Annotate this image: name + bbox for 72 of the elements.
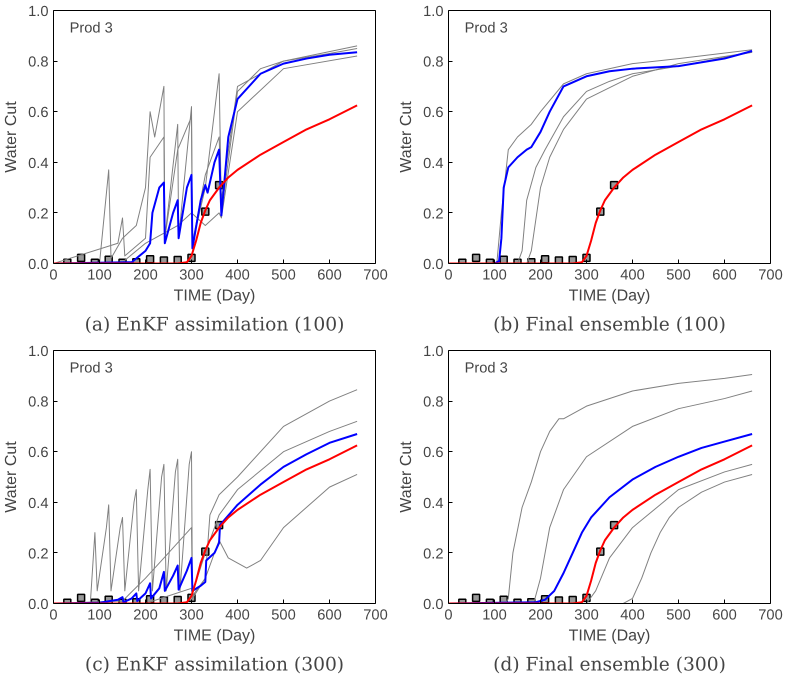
x-axis-title: TIME (Day)	[568, 288, 650, 304]
x-tick-label: 600	[712, 268, 737, 284]
x-tick-label: 500	[666, 608, 691, 624]
y-axis-title: Water Cut	[398, 440, 416, 513]
y-tick-label: 1.0	[423, 4, 444, 20]
y-tick-label: 0.6	[28, 445, 48, 462]
x-tick-label: 600	[317, 608, 342, 624]
y-axis-title: Water Cut	[3, 440, 20, 513]
x-tick-label: 100	[87, 268, 112, 284]
y-tick-label: 0.4	[28, 496, 48, 512]
x-tick-label: 500	[666, 268, 691, 284]
x-tick-label: 200	[528, 608, 553, 624]
y-tick-label: 0.0	[423, 597, 444, 613]
x-tick-label: 400	[225, 608, 250, 624]
x-tick-label: 500	[271, 608, 296, 624]
x-axis-title: TIME (Day)	[174, 288, 256, 304]
y-tick-label: 0.6	[423, 105, 444, 122]
y-tick-label: 0.4	[423, 496, 444, 512]
x-tick-label: 400	[620, 608, 645, 624]
text: Prod 3	[70, 20, 113, 37]
y-tick-label: 0.2	[423, 206, 444, 222]
y-tick-label: 0.2	[28, 206, 48, 222]
text: Prod 3	[70, 360, 113, 377]
x-tick-label: 600	[712, 608, 737, 624]
x-tick-label: 0	[49, 608, 58, 624]
x-tick-label: 300	[179, 268, 204, 284]
x-tick-label: 200	[133, 608, 158, 624]
x-tick-label: 600	[317, 268, 342, 284]
y-axis-title: Water Cut	[398, 100, 416, 173]
x-tick-label: 0	[49, 268, 58, 284]
x-axis-title: TIME (Day)	[174, 628, 256, 644]
x-tick-label: 700	[758, 268, 783, 284]
y-tick-label: 0.2	[28, 546, 48, 562]
y-tick-label: 0.6	[423, 445, 444, 462]
y-tick-label: 0.8	[423, 394, 444, 411]
x-tick-label: 100	[482, 268, 507, 284]
text: (d) Final ensemble (300)	[493, 654, 726, 676]
text: Prod 3	[464, 20, 508, 37]
x-tick-label: 700	[363, 608, 388, 624]
y-tick-label: 0.8	[28, 54, 48, 71]
text: (c) EnKF assimilation (300)	[84, 654, 344, 676]
x-tick-label: 100	[87, 608, 112, 624]
x-tick-label: 100	[482, 608, 507, 624]
x-axis-title: TIME (Day)	[568, 628, 650, 644]
x-tick-label: 700	[758, 608, 783, 624]
x-tick-label: 500	[271, 268, 296, 284]
x-tick-label: 300	[574, 608, 599, 624]
y-tick-label: 0.2	[423, 546, 444, 562]
y-tick-label: 0.6	[28, 105, 48, 122]
y-tick-label: 1.0	[28, 344, 48, 360]
x-tick-label: 300	[574, 268, 599, 284]
x-tick-label: 200	[528, 268, 553, 284]
y-tick-label: 0.0	[423, 257, 444, 273]
x-tick-label: 400	[225, 268, 250, 284]
x-tick-label: 400	[620, 268, 645, 284]
x-tick-label: 0	[444, 608, 453, 624]
x-tick-label: 700	[363, 268, 388, 284]
y-tick-label: 1.0	[28, 4, 48, 20]
x-tick-label: 200	[133, 268, 158, 284]
y-tick-label: 0.8	[28, 394, 48, 411]
y-axis-title: Water Cut	[3, 100, 20, 173]
y-tick-label: 0.4	[423, 156, 444, 172]
y-tick-label: 0.0	[28, 257, 48, 273]
text: Prod 3	[464, 360, 508, 377]
x-tick-label: 0	[444, 268, 453, 284]
y-tick-label: 0.8	[423, 54, 444, 71]
y-tick-label: 0.4	[28, 156, 48, 172]
x-tick-label: 300	[179, 608, 204, 624]
text: (a) EnKF assimilation (100)	[84, 314, 344, 336]
y-tick-label: 0.0	[28, 597, 48, 613]
text: (b) Final ensemble (100)	[493, 314, 726, 336]
y-tick-label: 1.0	[423, 344, 444, 360]
